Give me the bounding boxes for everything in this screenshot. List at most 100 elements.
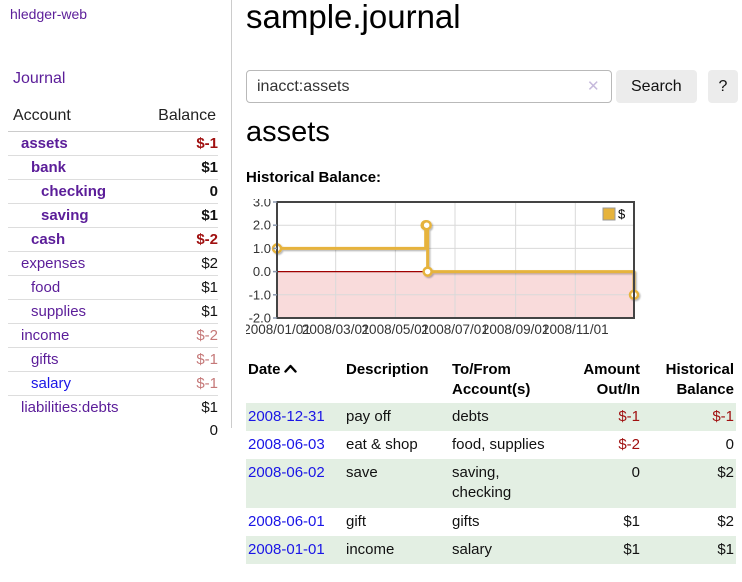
chart-heading: Historical Balance: — [246, 169, 382, 186]
account-row: bank $1 — [8, 155, 218, 180]
account-balance: $-1 — [140, 371, 218, 396]
sidebar-account-link-saving[interactable]: saving — [41, 207, 89, 224]
account-row: liabilities:debts $1 — [8, 395, 218, 419]
svg-text:2008/07/01: 2008/07/01 — [421, 322, 489, 337]
historical-balance-chart: 3.0 2.0 1.0 0.0 -1.0 -2.0 2008/01/01 2008/03/01… — [243, 195, 646, 342]
sidebar: hledger-web Journal Account Balance asse… — [0, 0, 231, 442]
sidebar-account-link-assets[interactable]: assets — [21, 135, 68, 152]
transaction-date-link[interactable]: 2008-12-31 — [248, 407, 325, 425]
sidebar-account-link-bank[interactable]: bank — [31, 159, 67, 176]
transaction-accounts: salary — [452, 540, 493, 558]
account-balance: $-2 — [140, 323, 218, 348]
account-balance: $-1 — [196, 135, 218, 152]
account-balance: 0 — [140, 179, 218, 204]
register-header-amount: Amount Out/In — [583, 361, 640, 399]
svg-text:3.0: 3.0 — [253, 199, 271, 210]
svg-text:2.0: 2.0 — [253, 218, 271, 233]
transaction-description: gift — [346, 512, 367, 530]
sidebar-account-link-cash[interactable]: cash — [31, 231, 66, 248]
account-row: checking 0 — [8, 179, 218, 204]
transaction-balance: $2 — [717, 464, 734, 481]
svg-text:$: $ — [618, 207, 626, 222]
register-rows: 2008-12-31 pay off debts $-1 $-1 2008-06-03 ea… — [246, 402, 736, 564]
chart-canvas: 3.0 2.0 1.0 0.0 -1.0 -2.02008/01/012008/03/01… — [243, 195, 640, 337]
search-input[interactable] — [246, 70, 612, 103]
account-total-row: 0 — [8, 419, 218, 442]
search-form: ✕ Search ? — [246, 70, 738, 103]
svg-text:2008/01/01: 2008/01/01 — [246, 322, 311, 337]
account-balance: $-1 — [140, 347, 218, 372]
transaction-description: pay off — [346, 407, 391, 425]
sidebar-item-journal[interactable]: Journal — [13, 70, 66, 87]
register-row: 2008-12-31 pay off debts $-1 $-1 — [246, 402, 736, 431]
account-row: gifts $-1 — [8, 347, 218, 372]
account-balance: $1 — [140, 203, 218, 228]
accounts-header-account: Account — [8, 104, 141, 132]
sidebar-account-link-gifts[interactable]: gifts — [31, 351, 59, 368]
accounts-table: Account Balance assets $-1 bank $1 checking 0… — [8, 104, 218, 442]
sidebar-account-link-expenses[interactable]: expenses — [21, 255, 86, 272]
account-heading: assets — [246, 116, 330, 148]
sidebar-account-link-supplies[interactable]: supplies — [31, 303, 87, 320]
transaction-accounts: saving, checking — [452, 464, 512, 502]
register-row: 2008-01-01 income salary $1 $1 — [246, 535, 736, 564]
transaction-balance: 0 — [725, 435, 734, 453]
transaction-accounts: gifts — [452, 512, 480, 530]
account-row: salary $-1 — [8, 371, 218, 396]
register-row: 2008-06-02 save saving, checking 0 $2 — [246, 459, 736, 508]
help-button[interactable]: ? — [708, 70, 738, 103]
app-brand-link[interactable]: hledger-web — [10, 6, 88, 22]
sidebar-account-link-liabilities-debts[interactable]: liabilities:debts — [21, 399, 119, 416]
sidebar-account-link-checking[interactable]: checking — [41, 183, 107, 200]
svg-text:2008/05/01: 2008/05/01 — [362, 322, 430, 337]
chart-legend: $ — [602, 207, 626, 222]
transaction-date-link[interactable]: 2008-06-02 — [248, 464, 325, 481]
account-balance: $2 — [140, 251, 218, 276]
svg-text:-2.0: -2.0 — [249, 311, 271, 326]
register-row: 2008-06-03 eat & shop food, supplies $-2 0 — [246, 431, 736, 459]
sort-ascending-icon — [283, 364, 297, 373]
account-row: income $-2 — [8, 323, 218, 348]
sidebar-account-link-salary[interactable]: salary — [31, 375, 72, 392]
account-row: food $1 — [8, 275, 218, 300]
transaction-balance: $2 — [717, 512, 734, 530]
account-balance: $1 — [140, 299, 218, 324]
sidebar-account-link-food[interactable]: food — [31, 279, 61, 296]
sidebar-account-link-income[interactable]: income — [21, 327, 70, 344]
register-table: Date Description To/From Account(s) Amou… — [246, 358, 736, 564]
account-balance: $-2 — [140, 227, 218, 252]
transaction-date-link[interactable]: 2008-06-01 — [248, 512, 325, 530]
transaction-description: eat & shop — [346, 435, 418, 453]
register-header-date-label: Date — [248, 361, 281, 378]
transaction-amount: $-1 — [618, 407, 640, 425]
account-row: saving $1 — [8, 203, 218, 228]
register-header-description: Description — [346, 361, 429, 378]
svg-text:2008/09/01: 2008/09/01 — [482, 322, 550, 337]
clear-search-icon[interactable]: ✕ — [587, 78, 600, 95]
transaction-accounts: food, supplies — [452, 435, 545, 453]
account-balance: $1 — [140, 275, 218, 300]
register-header-date: Date — [246, 358, 344, 403]
account-rows: assets $-1 bank $1 checking 0 saving $1 cash $-2 e… — [8, 132, 218, 419]
transaction-amount: $1 — [623, 512, 640, 530]
transaction-description: income — [346, 540, 395, 558]
register-row: 2008-06-01 gift gifts $1 $2 — [246, 508, 736, 536]
transaction-date-link[interactable]: 2008-01-01 — [248, 540, 325, 558]
transaction-date-link[interactable]: 2008-06-03 — [248, 435, 325, 453]
svg-text:2008/03/01: 2008/03/01 — [302, 322, 370, 337]
page-title: sample.journal — [246, 0, 461, 35]
transaction-accounts: debts — [452, 407, 489, 425]
register-header-balance: Historical Balance — [665, 361, 734, 399]
account-row: assets $-1 — [8, 132, 218, 156]
transaction-amount: $-2 — [618, 435, 640, 453]
transaction-description: save — [346, 464, 378, 481]
account-row: cash $-2 — [8, 227, 218, 252]
account-row: expenses $2 — [8, 251, 218, 276]
register-header-row: Date Description To/From Account(s) Amou… — [246, 358, 736, 403]
search-button[interactable]: Search — [616, 70, 697, 103]
account-balance: $1 — [140, 395, 218, 419]
account-row: supplies $1 — [8, 299, 218, 324]
accounts-header-balance: Balance — [140, 104, 218, 132]
transaction-balance: $1 — [717, 540, 734, 558]
sidebar-divider — [231, 0, 232, 428]
